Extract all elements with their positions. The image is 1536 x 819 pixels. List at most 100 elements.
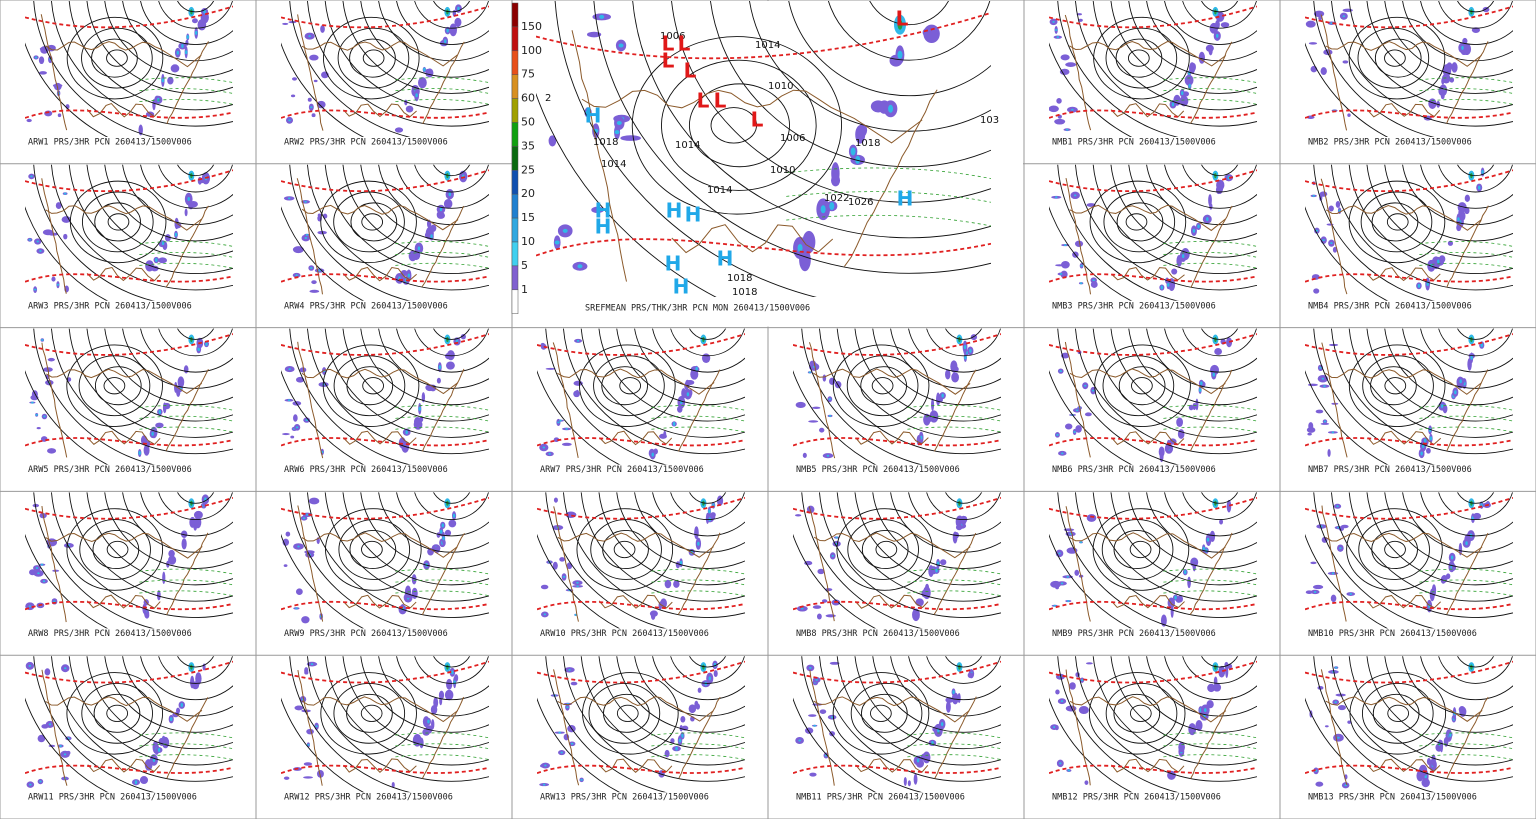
isobar: [1457, 492, 1495, 504]
precip-heavy: [1067, 769, 1071, 772]
isobar: [33, 164, 155, 301]
precip: [1176, 417, 1184, 427]
thickness: [25, 764, 233, 775]
thickness-minor: [395, 415, 489, 422]
precip: [191, 18, 198, 24]
precip: [57, 113, 62, 118]
isobar: [1115, 38, 1163, 78]
precip: [553, 497, 558, 503]
isobar: [908, 492, 1001, 537]
isobar: [1105, 27, 1178, 89]
high-center: H: [673, 275, 690, 299]
thickness: [1305, 437, 1513, 447]
isobar: [342, 492, 489, 586]
isobar: [593, 355, 665, 417]
precip-heavy: [559, 419, 562, 422]
precip: [1332, 246, 1338, 253]
isobar: [79, 519, 151, 580]
precip: [928, 565, 934, 578]
precip: [701, 353, 711, 363]
colorbar-label: 1: [521, 283, 528, 296]
border: [86, 594, 161, 609]
border: [45, 532, 203, 559]
map: [536, 1, 991, 297]
isobar: [122, 164, 233, 226]
precip-heavy: [580, 778, 583, 781]
isobar-label: 1018: [855, 138, 880, 149]
isobar: [338, 519, 411, 580]
precip-heavy: [63, 192, 67, 195]
precip-heavy: [614, 130, 620, 135]
colorbar-label: 15: [521, 211, 535, 224]
precip: [1055, 585, 1059, 590]
isobar: [140, 1, 233, 45]
isobar: [68, 164, 233, 275]
colorbar-segment: [511, 2, 519, 28]
precip-heavy: [1323, 420, 1327, 423]
precip: [913, 773, 918, 785]
isobar: [68, 1, 233, 111]
isobar: [177, 164, 215, 177]
border: [1366, 267, 1441, 282]
precip-heavy: [310, 663, 314, 666]
high-center: H: [685, 203, 702, 227]
isobar: [945, 492, 983, 504]
map: [281, 328, 489, 465]
precip: [1307, 383, 1318, 387]
border: [342, 266, 417, 282]
isobar: [598, 328, 745, 422]
isobar: [616, 656, 745, 733]
panel-caption: NMB11 PRS/3HR PCN 260413/1500V006: [796, 793, 965, 803]
thickness-minor: [907, 579, 1001, 586]
isobar: [870, 704, 892, 722]
precip-heavy: [1337, 736, 1340, 739]
precip: [1438, 85, 1448, 97]
precip-heavy: [48, 723, 52, 726]
precip: [36, 426, 41, 430]
precip: [694, 526, 699, 540]
isobar: [81, 682, 153, 744]
precip-heavy: [1322, 239, 1325, 242]
map: [1049, 656, 1257, 793]
precip: [1061, 260, 1070, 269]
thickness-minor: [1419, 241, 1513, 247]
coast: [1446, 369, 1489, 452]
precip: [1442, 404, 1448, 414]
isobar: [890, 492, 1001, 553]
thickness-minor: [139, 404, 233, 411]
precip-heavy: [1429, 436, 1433, 441]
thickness-minor: [395, 241, 489, 247]
isobar: [1092, 328, 1257, 438]
thickness-minor: [1163, 732, 1257, 739]
isobar: [104, 492, 233, 569]
isobar: [1129, 540, 1152, 559]
precip: [449, 23, 458, 37]
thickness-minor: [786, 191, 991, 203]
isobar: [1125, 213, 1148, 231]
map: [793, 656, 1001, 793]
precip-heavy: [1052, 20, 1055, 23]
isobar: [1201, 164, 1239, 177]
precip-heavy: [307, 743, 310, 746]
isobar: [1092, 1, 1257, 111]
precip-heavy: [1069, 532, 1072, 535]
thickness-minor: [139, 568, 233, 575]
border: [1367, 430, 1442, 446]
precip-heavy: [815, 678, 818, 681]
isobar: [603, 693, 650, 733]
precip-heavy: [1449, 732, 1452, 737]
precip: [446, 361, 455, 370]
precip: [1215, 19, 1220, 30]
precip: [436, 377, 441, 384]
isobar-label: 1014: [675, 140, 700, 151]
border: [557, 532, 714, 558]
thickness-minor: [907, 426, 1001, 433]
map: [1305, 656, 1513, 793]
precip-heavy: [558, 731, 561, 734]
thickness-minor: [1163, 251, 1257, 258]
thickness-minor: [907, 743, 1001, 750]
thickness-minor: [139, 251, 233, 258]
isobar: [33, 328, 155, 465]
isobar: [926, 492, 1001, 521]
coast: [933, 532, 977, 615]
